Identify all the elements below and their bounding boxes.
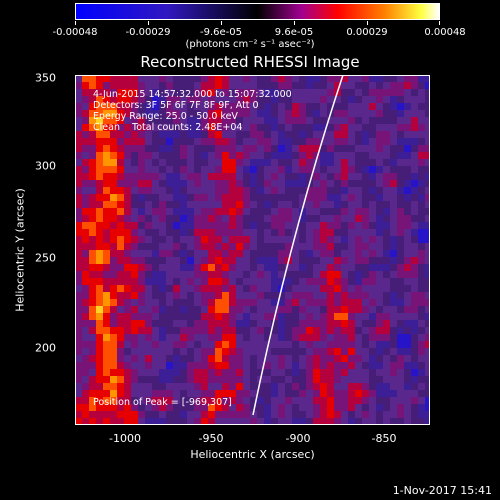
colorbar-tick-label: -0.00029	[125, 27, 171, 38]
y-axis-label: Heliocentric Y (arcsec)	[13, 188, 27, 312]
colorbar-tick	[367, 21, 368, 25]
image-title: Reconstructed RHESSI Image	[140, 53, 360, 71]
timestamp: 1-Nov-2017 15:41	[392, 484, 492, 497]
colorbar-tick	[148, 21, 149, 25]
time-range-label: 4-Jun-2015 14:57:32.000 to 15:07:32.000	[93, 89, 292, 100]
colorbar-tick	[221, 21, 222, 25]
heatmap	[75, 75, 430, 425]
solar-limb-line	[252, 75, 344, 416]
x-tick-label: -1000	[109, 432, 141, 445]
colorbar-tick-label: 9.6e-05	[274, 27, 314, 38]
x-tick-label: -950	[198, 432, 224, 445]
y-tick-label: 200	[35, 341, 56, 355]
clean-counts-label: Clean Total counts: 2.48E+04	[93, 122, 243, 133]
colorbar-tick-label: 0.00029	[346, 27, 388, 38]
colorbar-tick	[75, 21, 76, 25]
y-tick-label: 300	[35, 159, 56, 173]
colorbar-tick-label: -0.00048	[52, 27, 98, 38]
colorbar-tick-label: 0.00048	[424, 27, 466, 38]
x-axis-label: Heliocentric X (arcsec)	[190, 448, 315, 461]
detectors-label: Detectors: 3F 5F 6F 7F 8F 9F, Att 0	[93, 100, 259, 111]
colorbar-tick	[439, 21, 440, 25]
colorbar	[75, 3, 440, 20]
y-tick-label: 250	[35, 251, 56, 265]
y-tick-label: 350	[35, 71, 56, 85]
x-tick-label: -850	[371, 432, 397, 445]
colorbar-tick	[294, 21, 295, 25]
energy-range-label: Energy Range: 25.0 - 50.0 keV	[93, 111, 238, 122]
colorbar-unit: (photons cm⁻² s⁻¹ asec⁻²)	[185, 39, 315, 50]
colorbar-tick-label: -9.6e-05	[200, 27, 242, 38]
peak-position-label: Position of Peak = [-969,307]	[93, 397, 232, 408]
rhessi-image	[75, 75, 430, 425]
x-tick-label: -900	[285, 432, 311, 445]
